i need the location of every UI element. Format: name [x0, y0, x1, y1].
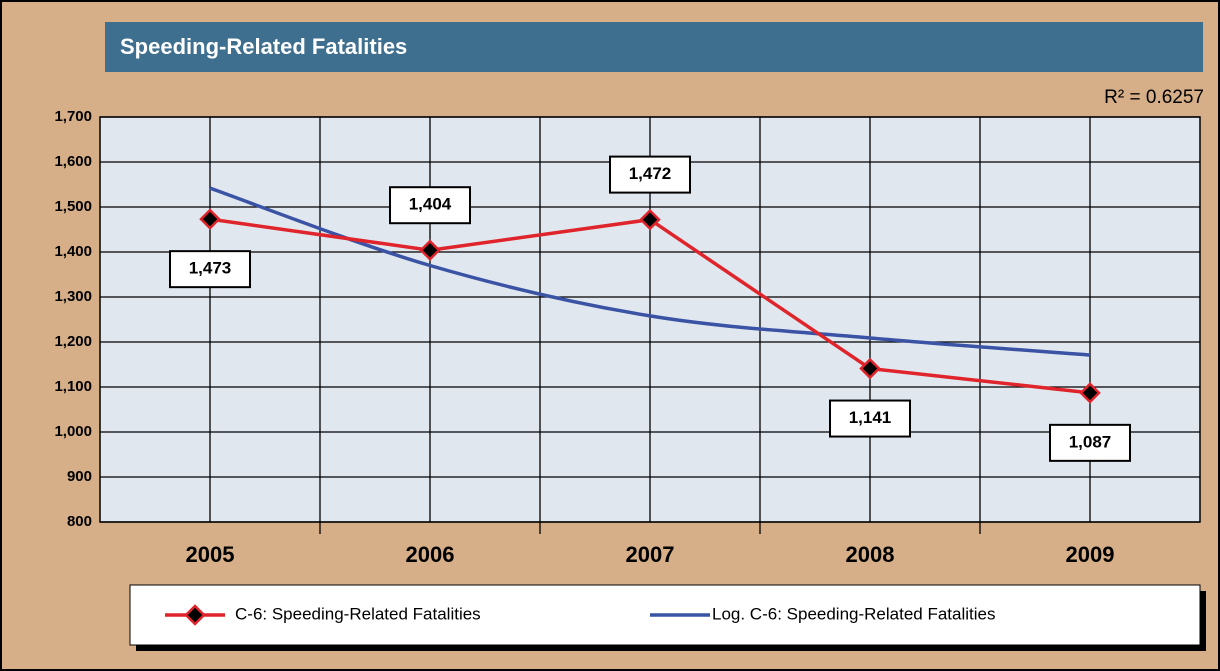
legend-marker: [184, 604, 206, 626]
y-tick-label: 1,000: [54, 423, 92, 440]
marker: [859, 357, 881, 380]
y-tick-label: 1,300: [54, 288, 92, 305]
legend-label: Log. C-6: Speeding-Related Fatalities: [712, 604, 996, 623]
data-label: 1,141: [849, 408, 892, 427]
annotation: R² = 0.6257: [1104, 87, 1204, 108]
x-tick-label: 2005: [186, 542, 235, 567]
data-label: 1,472: [629, 164, 672, 183]
marker: [639, 208, 661, 231]
data-label-box: [1049, 423, 1131, 462]
marker: [1079, 382, 1101, 404]
x-tick-label: 2009: [1066, 542, 1115, 567]
y-tick-label: 1,700: [54, 108, 92, 125]
x-tick-label: 2006: [406, 542, 455, 567]
y-tick-label: 800: [67, 513, 92, 530]
data-label-box: [169, 250, 251, 289]
y-tick-label: 1,200: [54, 333, 92, 350]
marker: [419, 239, 441, 261]
data-label: 1,404: [409, 195, 452, 214]
data-label-box: [609, 155, 691, 194]
data-label-box: [389, 186, 471, 225]
data-label-box: [829, 399, 911, 438]
data-label: 1,087: [1069, 432, 1112, 451]
x-tick-label: 2007: [626, 542, 675, 567]
chart-title: Speeding-Related Fatalities: [120, 34, 407, 59]
y-tick-label: 1,400: [54, 243, 92, 260]
data-label: 1,473: [189, 259, 232, 278]
legend-label: C-6: Speeding-Related Fatalities: [235, 604, 481, 623]
title-bar: [105, 22, 1203, 72]
y-tick-label: 900: [67, 468, 92, 485]
y-tick-label: 1,100: [54, 378, 92, 395]
y-tick-label: 1,500: [54, 198, 92, 215]
x-tick-label: 2008: [846, 542, 895, 567]
y-tick-label: 1,600: [54, 153, 92, 170]
marker: [199, 208, 221, 230]
